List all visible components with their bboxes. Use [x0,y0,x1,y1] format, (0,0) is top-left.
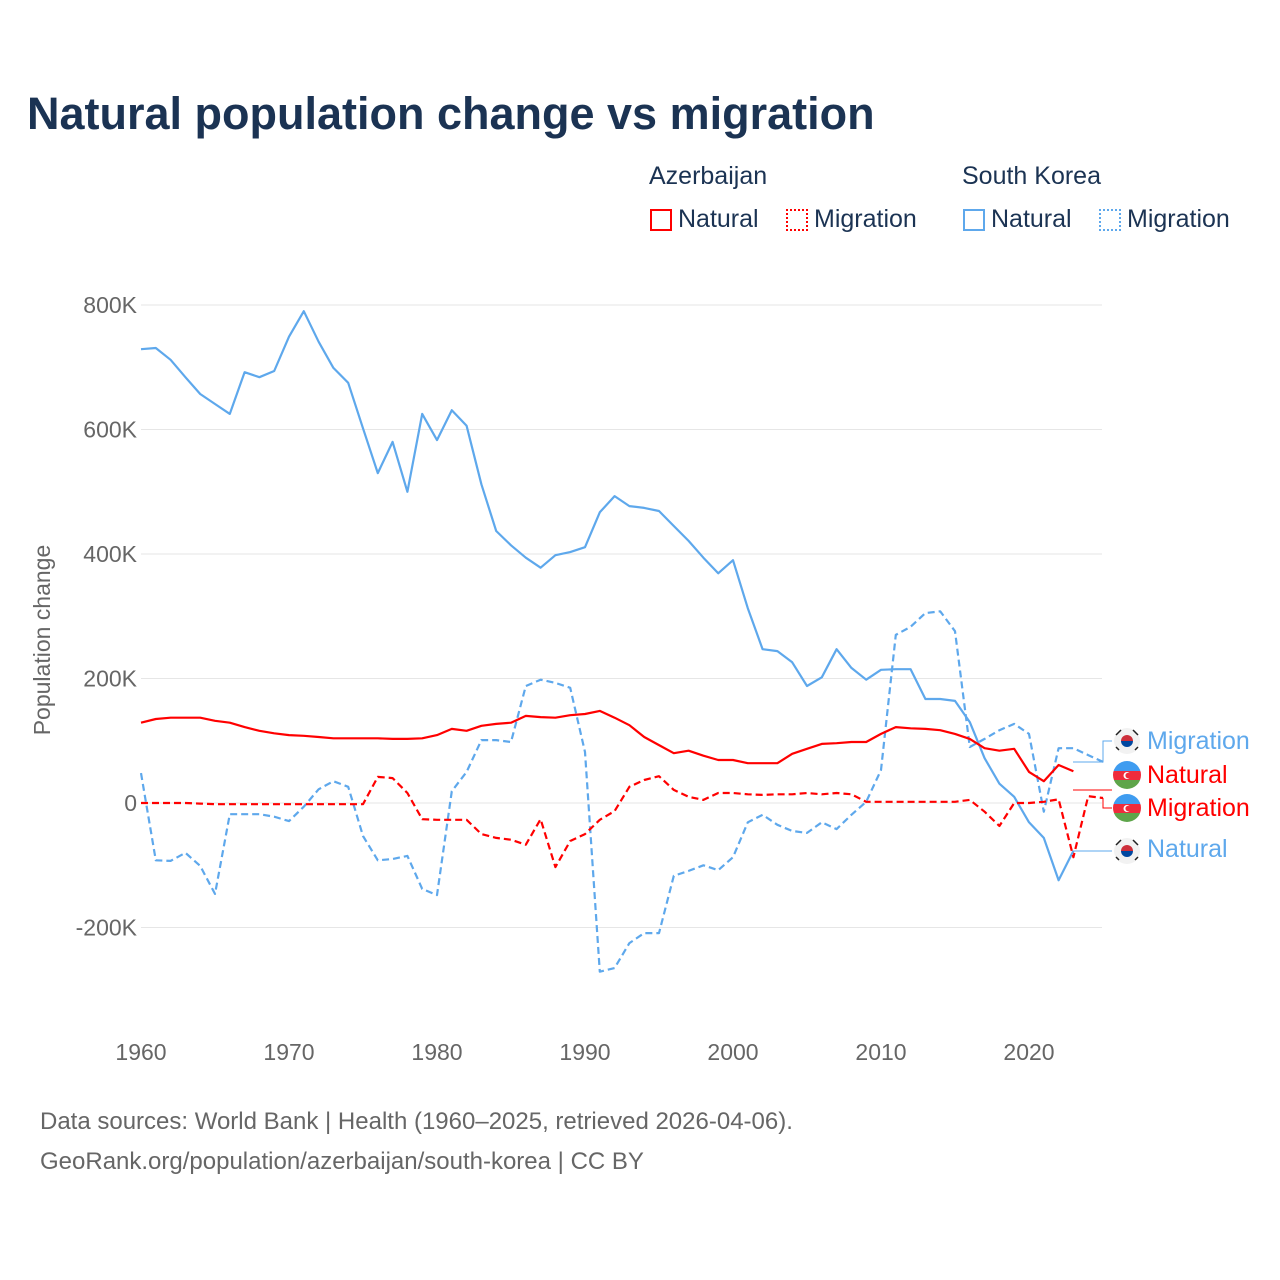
legend-label: Migration [1127,205,1230,233]
legend-group-azerbaijan: Azerbaijan [649,162,768,190]
x-tick-label: 1960 [115,1039,166,1065]
azerbaijan-flag-icon [1113,761,1141,789]
legend-swatch-solid-blue [963,208,985,231]
y-tick-label: 800K [83,292,137,318]
series-line-azerbaijan-natural[interactable] [140,709,1074,783]
legend-label: Natural [991,205,1072,233]
legend-label: Natural [678,205,759,233]
series-line-south-korea-natural[interactable] [140,310,1075,882]
y-tick-label: 400K [83,541,137,567]
legend-az-natural[interactable]: Natural [650,205,759,234]
south-korea-flag-icon [1114,838,1140,864]
series-line-south-korea-migration[interactable] [139,610,1104,973]
x-tick-label: 2010 [855,1039,906,1065]
x-tick-label: 1970 [263,1039,314,1065]
x-tick-label: 2020 [1003,1039,1054,1065]
y-tick-label: 200K [83,666,137,692]
legend-swatch-solid-red [650,208,672,231]
south-korea-flag-icon [1114,728,1140,754]
end-label-sk-migration: Migration [1147,727,1250,755]
series-line-azerbaijan-migration[interactable] [141,775,1104,869]
legend-group-south-korea: South Korea [962,162,1101,190]
x-tick-label: 1980 [411,1039,462,1065]
end-label-az-natural: Natural [1147,761,1228,789]
chart-title: Natural population change vs migration [27,88,875,139]
footer-link[interactable]: GeoRank.org/population/azerbaijan/south-… [40,1148,644,1175]
y-tick-label: 0 [124,790,137,816]
y-tick-label: 600K [83,417,137,443]
legend-swatch-dotted-blue [1099,208,1121,231]
legend-az-migration[interactable]: Migration [786,205,917,234]
x-tick-label: 2000 [707,1039,758,1065]
x-tick-label: 1990 [559,1039,610,1065]
end-label-az-migration: Migration [1147,794,1250,822]
y-axis-label: Population change [29,545,55,736]
y-tick-label: -200K [76,915,138,941]
leader-line-sk-migration [1073,740,1112,763]
legend-sk-natural[interactable]: Natural [963,205,1072,234]
azerbaijan-flag-icon [1113,794,1141,822]
legend-swatch-dotted-red [786,208,808,231]
legend-sk-migration[interactable]: Migration [1099,205,1230,234]
footer-sources: Data sources: World Bank | Health (1960–… [40,1108,793,1135]
end-label-sk-natural: Natural [1147,835,1228,863]
leader-line-az-migration [1102,798,1112,809]
legend-label: Migration [814,205,917,233]
